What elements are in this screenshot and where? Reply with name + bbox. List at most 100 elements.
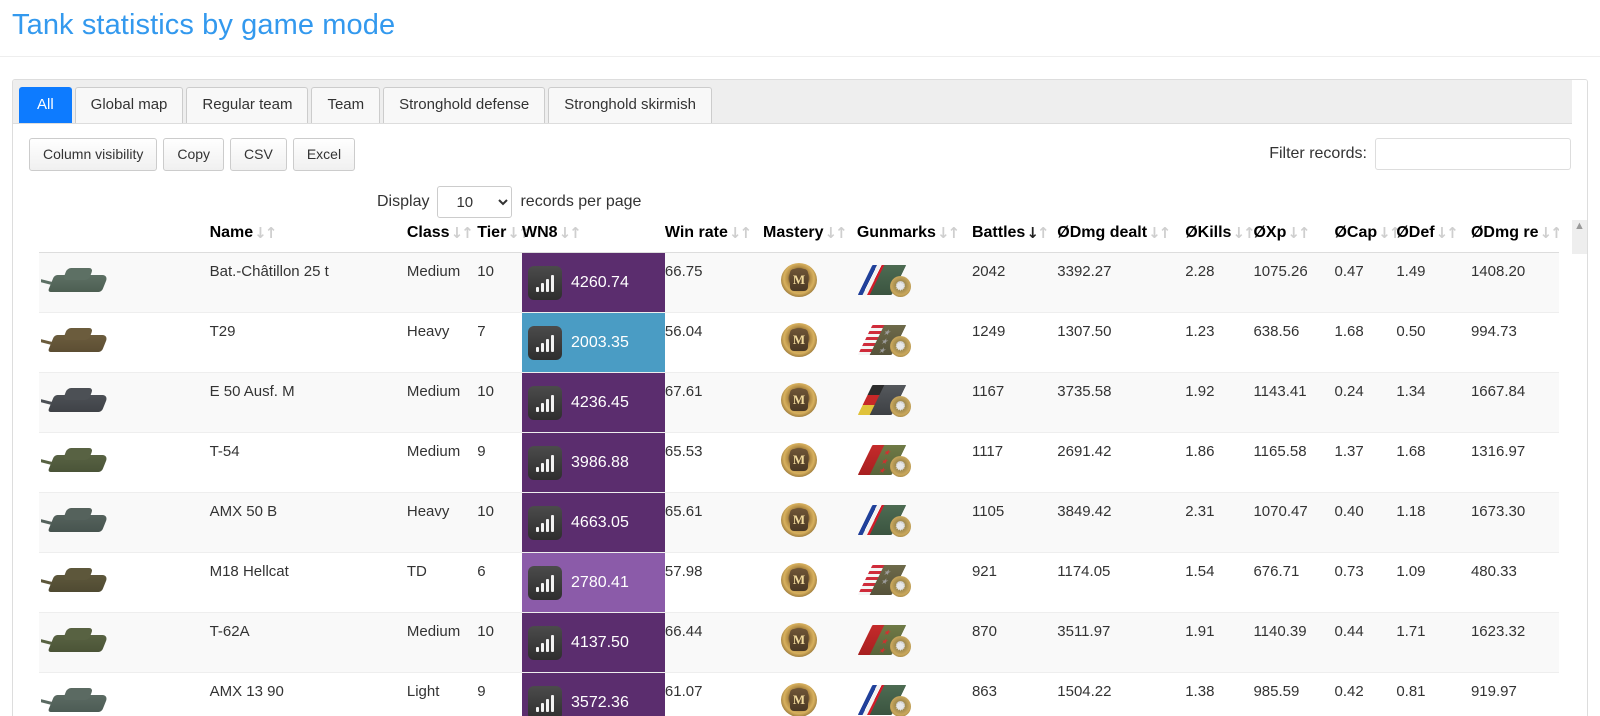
tab-stronghold-skirmish[interactable]: Stronghold skirmish — [548, 87, 712, 123]
tab-team[interactable]: Team — [311, 87, 381, 123]
tank-thumbnail-icon — [41, 623, 119, 663]
cell-mastery: M — [762, 552, 857, 613]
sort-both-icon: ↓↑ — [558, 224, 582, 242]
column-visibility-button[interactable]: Column visibility — [29, 138, 158, 171]
sort-both-icon: ↓↑ — [936, 224, 960, 242]
tab-regular-team[interactable]: Regular team — [186, 87, 309, 123]
bar-chart-icon — [528, 505, 563, 540]
col-header-name[interactable]: Name ↓↑ — [209, 224, 407, 253]
sort-both-icon: ↓↑ — [1287, 224, 1310, 242]
medal-icon: ✹ — [889, 276, 911, 297]
tank-thumbnail-icon — [41, 443, 119, 483]
cell-def: 0.50 — [1396, 312, 1471, 373]
col-header-tier[interactable]: Tier ↓↑ — [477, 224, 530, 253]
cell-tank-image — [39, 612, 210, 673]
table-row[interactable]: T29 Heavy 7 2003.35 56.04 M ★ ★ ★ ✹ 1249 1307.50 1.2… — [39, 312, 1559, 373]
cell-def: 1.34 — [1396, 372, 1471, 433]
table-row[interactable]: Bat.-Châtillon 25 t Medium 10 4260.74 66.75 M… — [39, 252, 1559, 313]
cell-dmg-received: 919.97 — [1470, 672, 1559, 716]
records-per-page-select[interactable]: 102550100 — [437, 186, 513, 218]
cell-gunmarks: ✹ — [856, 372, 972, 433]
cell-def: 1.68 — [1396, 432, 1471, 493]
col-header-cap[interactable]: ØCap ↓↑ — [1334, 224, 1401, 253]
col-header-label: ØCap — [1334, 224, 1378, 241]
col-header-battles[interactable]: Battles ↓↑ — [971, 224, 1058, 253]
col-header-kills[interactable]: ØKills ↓↑ — [1185, 224, 1256, 253]
cell-tank-image — [39, 312, 210, 373]
cell-mastery: M — [762, 432, 857, 493]
col-header-mastery[interactable]: Mastery ↓↑ — [762, 224, 857, 253]
cell-xp: 1143.41 — [1253, 372, 1335, 433]
mastery-letter: M — [789, 329, 808, 351]
sort-both-icon: ↓↑ — [254, 224, 277, 242]
copy-button[interactable]: Copy — [163, 138, 225, 171]
mastery-letter: M — [789, 449, 808, 471]
cell-class: TD — [406, 552, 478, 613]
col-header-winrate[interactable]: Win rate ↓↑ — [664, 224, 763, 253]
vertical-scrollbar[interactable]: ▲ — [1572, 80, 1587, 716]
export-button-group: Column visibility Copy CSV Excel — [29, 138, 1571, 171]
gunmark-badge-icon: ★ ★ ★ ✹ — [857, 323, 911, 357]
col-header-class[interactable]: Class ↓↑ — [406, 224, 478, 253]
cell-xp: 1165.58 — [1253, 432, 1335, 493]
excel-button[interactable]: Excel — [292, 138, 356, 171]
table-row[interactable]: M18 Hellcat TD 6 2780.41 57.98 M ★ ★ ✹ 921 1174.05… — [39, 552, 1559, 613]
col-header-gunmarks[interactable]: Gunmarks ↓↑ — [856, 224, 972, 253]
col-header-dmg_received[interactable]: ØDmg re ↓↑ — [1470, 224, 1559, 253]
gunmark-badge-icon: ✹ — [857, 683, 911, 716]
cell-xp: 985.59 — [1253, 672, 1335, 716]
col-header-def[interactable]: ØDef ↓↑ — [1396, 224, 1471, 253]
tab-stronghold-defense[interactable]: Stronghold defense — [383, 87, 546, 123]
tab-global-map[interactable]: Global map — [74, 87, 184, 123]
cell-gunmarks: ★ ★ ★ ✹ — [856, 432, 972, 493]
mastery-letter: M — [789, 569, 808, 591]
table-row[interactable]: T-54 Medium 9 3986.88 65.53 M ★ ★ ★ ✹ 1117 2691.42 1… — [39, 432, 1559, 493]
length-prefix-label: Display — [377, 193, 430, 210]
cell-tier: 7 — [477, 312, 523, 373]
sort-both-icon: ↓↑ — [1539, 224, 1559, 242]
cell-kills: 1.54 — [1185, 552, 1254, 613]
search-input[interactable] — [1375, 138, 1571, 170]
cell-cap: 0.73 — [1334, 552, 1397, 613]
gunmark-badge-icon: ✹ — [857, 503, 911, 537]
cell-tank-image — [39, 432, 210, 493]
length-menu: Display 102550100 records per page — [13, 180, 1587, 224]
cell-cap: 1.37 — [1334, 432, 1397, 493]
cell-class: Heavy — [406, 312, 478, 373]
sort-both-icon: ↓↑ — [1378, 224, 1401, 242]
medal-icon: ✹ — [889, 516, 911, 537]
table-scroll-area[interactable]: Name ↓↑ Class ↓↑ Tier ↓↑ WN8 ↓↑ Win rate ↓↑ Master… — [39, 224, 1559, 716]
cell-xp: 676.71 — [1253, 552, 1335, 613]
col-header-dmg_dealt[interactable]: ØDmg dealt ↓↑ — [1057, 224, 1186, 253]
cell-gunmarks: ✹ — [856, 252, 972, 313]
filter-label: Filter records: — [1269, 145, 1367, 162]
mastery-letter: M — [789, 389, 808, 411]
cell-kills: 1.23 — [1185, 312, 1254, 373]
bar-chart-icon — [528, 565, 563, 600]
cell-battles: 1105 — [971, 492, 1058, 553]
mastery-badge-icon: M — [780, 563, 817, 597]
cell-dmg-received: 1667.84 — [1470, 372, 1559, 433]
cell-battles: 1167 — [971, 372, 1058, 433]
table-row[interactable]: E 50 Ausf. M Medium 10 4236.45 67.61 M ✹ 1167 37… — [39, 372, 1559, 433]
length-suffix-label: records per page — [520, 193, 642, 210]
cell-xp: 1075.26 — [1253, 252, 1335, 313]
cell-dmg-dealt: 1174.05 — [1057, 552, 1186, 613]
table-row[interactable]: AMX 50 B Heavy 10 4663.05 65.61 M ✹ 1105 3849.42… — [39, 492, 1559, 553]
table-row[interactable]: T-62A Medium 10 4137.50 66.44 M ★ ★ ★ ✹ 870 3511.97… — [39, 612, 1559, 673]
mastery-letter: M — [789, 689, 808, 711]
cell-dmg-received: 480.33 — [1470, 552, 1559, 613]
col-header-wn8[interactable]: WN8 ↓↑ — [522, 224, 665, 253]
col-header-xp[interactable]: ØXp ↓↑ — [1253, 224, 1335, 253]
col-header-image[interactable] — [39, 224, 210, 253]
mastery-badge-icon: M — [780, 323, 817, 357]
sort-both-icon: ↓↑ — [1435, 224, 1459, 242]
cell-def: 1.49 — [1396, 252, 1471, 313]
csv-button[interactable]: CSV — [230, 138, 287, 171]
tab-all[interactable]: All — [19, 87, 72, 123]
scrollbar-thumb[interactable]: ▲ — [1572, 220, 1587, 254]
cell-tier: 6 — [477, 552, 523, 613]
mastery-letter: M — [789, 509, 808, 531]
cell-wn8: 3572.36 — [522, 672, 665, 716]
table-row[interactable]: AMX 13 90 Light 9 3572.36 61.07 M ✹ 863 1504.22 1… — [39, 672, 1559, 716]
